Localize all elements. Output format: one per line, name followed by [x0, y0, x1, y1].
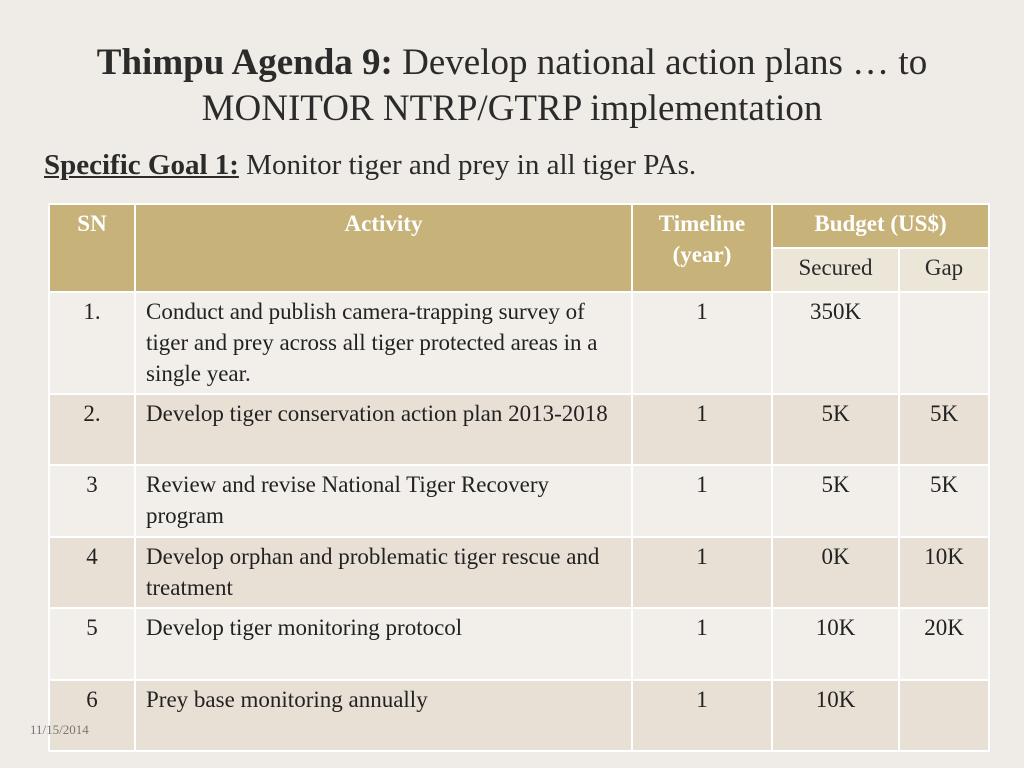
header-timeline: Timeline (year) [631, 203, 773, 293]
cell-activity: Review and revise National Tiger Recover… [134, 464, 633, 538]
cell-gap: 5K [897, 464, 991, 538]
activity-table: SN Activity Timeline (year) Budget (US$)… [48, 203, 991, 752]
header-sn: SN [48, 203, 136, 293]
cell-activity: Develop orphan and problematic tiger res… [134, 536, 633, 609]
cell-sn: 3 [48, 464, 136, 538]
cell-gap: 20K [897, 607, 991, 681]
cell-sn: 5 [48, 607, 136, 681]
title-rest: Develop national action plans … to [392, 42, 928, 83]
cell-sn: 4 [48, 536, 136, 609]
cell-timeline: 1 [631, 679, 773, 752]
slide-date: 11/15/2014 [30, 722, 89, 737]
table-row: 4 Develop orphan and problematic tiger r… [48, 536, 991, 609]
table-row: 2. Develop tiger conservation action pla… [48, 393, 991, 466]
cell-timeline: 1 [631, 291, 773, 395]
table-row: 3 Review and revise National Tiger Recov… [48, 464, 991, 538]
header-budget: Budget (US$) [770, 203, 991, 249]
slide-title: Thimpu Agenda 9: Develop national action… [0, 40, 1024, 132]
cell-secured: 10K [771, 679, 900, 752]
title-line-2: MONITOR NTRP/GTRP implementation [201, 88, 823, 129]
cell-sn: 6 [48, 679, 136, 752]
cell-sn: 1. [48, 291, 136, 395]
cell-activity: Prey base monitoring annually [134, 679, 633, 752]
table-row: 1. Conduct and publish camera-trapping s… [48, 291, 991, 395]
cell-timeline: 1 [631, 464, 773, 538]
title-bold: Thimpu Agenda 9: [96, 42, 393, 83]
header-secured: Secured [771, 247, 900, 293]
goal-label: Specific Goal 1: [44, 149, 239, 181]
cell-secured: 10K [771, 607, 900, 681]
cell-timeline: 1 [631, 536, 773, 609]
cell-secured: 0K [771, 536, 900, 609]
table-row: 6 Prey base monitoring annually 1 10K [48, 679, 991, 752]
cell-gap [897, 291, 991, 395]
cell-gap: 5K [897, 393, 991, 466]
cell-gap: 10K [897, 536, 991, 609]
cell-timeline: 1 [631, 393, 773, 466]
specific-goal: Specific Goal 1: Monitor tiger and prey … [44, 146, 696, 184]
header-gap: Gap [897, 247, 991, 293]
cell-activity: Conduct and publish camera-trapping surv… [134, 291, 633, 395]
cell-secured: 5K [771, 393, 900, 466]
cell-secured: 350K [771, 291, 900, 395]
title-line-1: Thimpu Agenda 9: Develop national action… [0, 40, 1024, 86]
cell-timeline: 1 [631, 607, 773, 681]
goal-text: Monitor tiger and prey in all tiger PAs. [238, 149, 697, 181]
table-row: 5 Develop tiger monitoring protocol 1 10… [48, 607, 991, 681]
cell-secured: 5K [771, 464, 900, 538]
cell-sn: 2. [48, 393, 136, 466]
cell-activity: Develop tiger monitoring protocol [134, 607, 633, 681]
cell-activity: Develop tiger conservation action plan 2… [134, 393, 633, 466]
cell-gap [897, 679, 991, 752]
header-activity: Activity [134, 203, 633, 293]
